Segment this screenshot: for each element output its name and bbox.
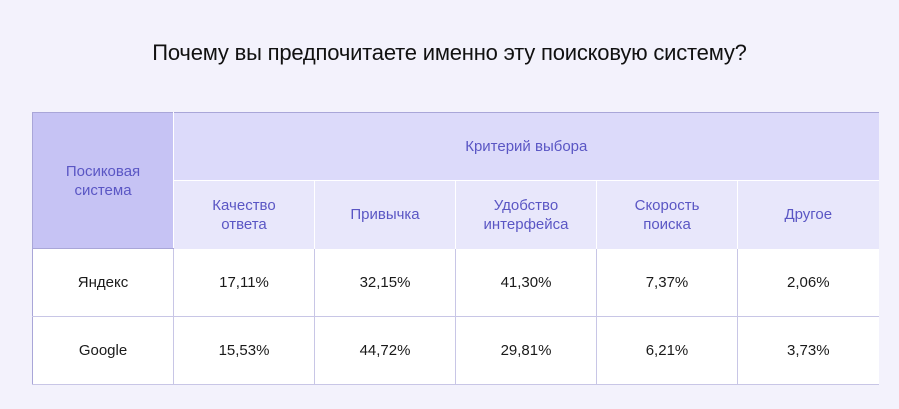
header-row-group: Посиковая система Критерий выбора xyxy=(32,112,879,249)
column-header-line: Удобство xyxy=(493,196,559,214)
column-header-line: Качество xyxy=(212,196,276,214)
row-label-google: Google xyxy=(32,316,174,385)
column-header-quality: Качество ответа xyxy=(173,180,315,249)
table-cell: 17,11% xyxy=(173,248,315,317)
column-header-line: интерфейса xyxy=(483,215,569,233)
corner-header-line: Посиковая xyxy=(65,162,141,180)
table-cell: 6,21% xyxy=(596,316,738,385)
column-header-interface: Удобство интерфейса xyxy=(455,180,597,249)
column-header-speed: Скорость поиска xyxy=(596,180,738,249)
table-cell: 7,37% xyxy=(596,248,738,317)
table-cell: 32,15% xyxy=(314,248,456,317)
table-cell: 41,30% xyxy=(455,248,597,317)
table-cell: 44,72% xyxy=(314,316,456,385)
table-cell: 2,06% xyxy=(737,248,879,317)
corner-header-line: система xyxy=(74,181,132,199)
table-row: Google 15,53% 44,72% 29,81% 6,21% 3,73% xyxy=(32,316,879,385)
header-row-columns: Качество ответа Привычка Удобство интерф… xyxy=(33,180,879,249)
group-header: Критерий выбора xyxy=(173,112,879,181)
column-header-line: Другое xyxy=(784,206,833,224)
table-row: Яндекс 17,11% 32,15% 41,30% 7,37% 2,06% xyxy=(32,248,879,317)
column-header-habit: Привычка xyxy=(314,180,456,249)
corner-header-label: Посиковая система xyxy=(66,162,140,200)
table-cell: 15,53% xyxy=(173,316,315,385)
column-header-line: поиска xyxy=(643,215,691,233)
column-header-line: ответа xyxy=(221,215,267,233)
column-header-line: Привычка xyxy=(350,206,420,224)
search-engine-table: Посиковая система Критерий выбора Качест… xyxy=(32,112,879,385)
table-cell: 3,73% xyxy=(737,316,879,385)
column-header-other: Другое xyxy=(737,180,879,249)
corner-header: Посиковая система xyxy=(32,112,174,249)
column-header-line: Скорость xyxy=(634,196,700,214)
table-cell: 29,81% xyxy=(455,316,597,385)
page-title: Почему вы предпочитаете именно эту поиск… xyxy=(152,40,747,65)
row-label-yandex: Яндекс xyxy=(32,248,174,317)
